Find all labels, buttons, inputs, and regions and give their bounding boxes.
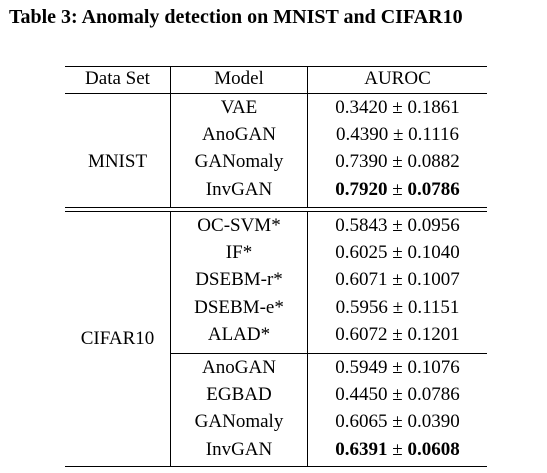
model-name: OC-SVM* [197,215,281,236]
dataset-label-mnist: MNIST [87,151,148,172]
auroc-std: 0.1040 [407,242,460,263]
auroc-mean: 0.6391 [335,439,388,460]
model-name: InvGAN [205,439,273,460]
model-name: IF* [225,242,253,263]
group-rule-top [65,207,487,208]
plus-minus-sign: ± [392,269,403,290]
top-rule [65,66,487,67]
plus-minus-sign: ± [392,151,403,172]
auroc-std: 0.1116 [408,124,460,145]
auroc-std: 0.0786 [407,384,460,405]
table-caption: Table 3: Anomaly detection on MNIST and … [9,6,463,28]
auroc-mean: 0.6025 [335,242,388,263]
col-divider-1 [170,66,171,207]
auroc-value: 0.3420 ± 0.1861 [308,95,487,121]
model-name: AnoGAN [202,124,276,145]
plus-minus-sign: ± [392,439,403,460]
model-name: ALAD* [207,324,271,345]
auroc-value-best: 0.7920 ± 0.0786 [308,177,487,203]
plus-minus-sign: ± [392,297,404,318]
auroc-mean: 0.6071 [335,269,388,290]
model-name: InvGAN [205,179,273,200]
auroc-std: 0.0786 [407,179,460,200]
col-divider-1b [170,211,171,467]
auroc-value: 0.5956 ± 0.1151 [308,295,487,321]
auroc-value: 0.4390 ± 0.1116 [308,122,487,148]
auroc-std: 0.1201 [407,324,460,345]
dataset-label-cifar10: CIFAR10 [80,328,155,349]
plus-minus-sign: ± [392,242,403,263]
col-divider-2 [307,66,308,207]
auroc-value: 0.7390 ± 0.0882 [308,149,487,175]
auroc-std: 0.0956 [407,215,460,236]
header-auroc: AUROC [364,68,431,89]
auroc-std: 0.1076 [407,357,460,378]
plus-minus-sign: ± [392,124,404,145]
model-name: DSEBM-e* [194,297,284,318]
model-name: DSEBM-r* [195,269,283,290]
auroc-mean: 0.7920 [335,179,388,200]
auroc-mean: 0.4450 [335,384,388,405]
auroc-std: 0.1007 [407,269,460,290]
auroc-mean: 0.6072 [335,324,388,345]
model-name: AnoGAN [202,357,276,378]
col-divider-2b [307,211,308,467]
subgroup-rule [171,353,487,354]
auroc-value: 0.6072 ± 0.1201 [308,322,487,348]
header-dataset: Data Set [85,68,150,89]
auroc-mean: 0.4390 [335,124,389,145]
auroc-std: 0.1861 [407,97,460,118]
plus-minus-sign: ± [392,384,403,405]
group-rule-bottom [65,211,487,212]
bottom-rule [65,466,487,467]
auroc-mean: 0.5956 [335,297,388,318]
auroc-std: 0.0390 [407,411,460,432]
plus-minus-sign: ± [392,179,403,200]
auroc-std: 0.0608 [407,439,460,460]
plus-minus-sign: ± [392,324,403,345]
auroc-std: 0.1151 [407,297,460,318]
auroc-value-best: 0.6391 ± 0.0608 [308,437,487,463]
plus-minus-sign: ± [392,97,403,118]
plus-minus-sign: ± [392,411,403,432]
auroc-mean: 0.5949 [335,357,388,378]
auroc-mean: 0.3420 [335,97,388,118]
auroc-mean: 0.7390 [335,151,388,172]
model-name: GANomaly [194,151,284,172]
auroc-value: 0.4450 ± 0.0786 [308,382,487,408]
model-name: VAE [220,97,258,118]
plus-minus-sign: ± [392,357,403,378]
auroc-std: 0.0882 [407,151,460,172]
auroc-value: 0.5843 ± 0.0956 [308,213,487,239]
auroc-value: 0.6065 ± 0.0390 [308,409,487,435]
auroc-value: 0.6071 ± 0.1007 [308,267,487,293]
auroc-value: 0.6025 ± 0.1040 [308,240,487,266]
auroc-mean: 0.6065 [335,411,388,432]
header-model: Model [214,68,264,89]
header-rule [65,93,487,94]
auroc-value: 0.5949 ± 0.1076 [308,355,487,381]
plus-minus-sign: ± [392,215,403,236]
model-name: GANomaly [194,411,284,432]
auroc-mean: 0.5843 [335,215,388,236]
model-name: EGBAD [206,384,272,405]
